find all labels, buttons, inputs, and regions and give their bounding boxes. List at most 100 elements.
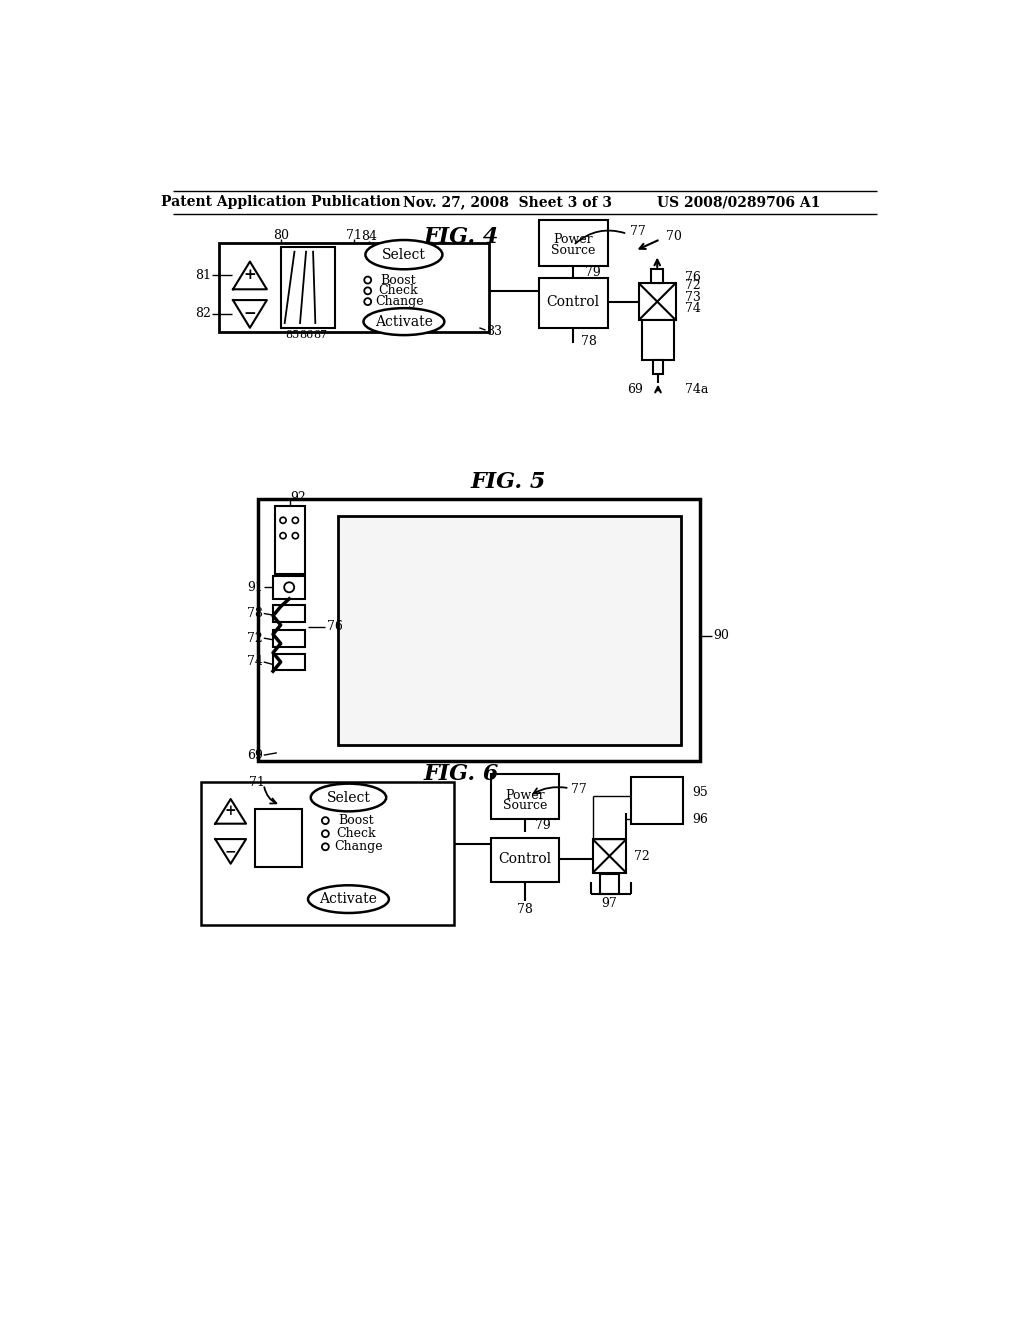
Text: 77: 77	[630, 224, 645, 238]
Text: 84: 84	[361, 231, 377, 243]
Text: FIG. 4: FIG. 4	[424, 226, 500, 248]
Bar	[652, 360, 664, 374]
Text: 70: 70	[666, 231, 682, 243]
Bar	[339, 516, 681, 744]
Text: Boost: Boost	[381, 273, 417, 286]
Bar	[490, 838, 559, 882]
Text: 92: 92	[290, 491, 306, 504]
Text: 83: 83	[486, 325, 503, 338]
Text: 77: 77	[571, 783, 587, 796]
Text: Source: Source	[551, 244, 596, 257]
Ellipse shape	[364, 308, 444, 335]
Ellipse shape	[322, 830, 329, 837]
Text: 95: 95	[692, 785, 709, 799]
Text: 74: 74	[685, 302, 700, 315]
Text: Change: Change	[376, 296, 424, 308]
Ellipse shape	[285, 582, 294, 593]
Polygon shape	[233, 261, 267, 289]
Text: 86: 86	[299, 330, 313, 341]
Text: 74: 74	[247, 656, 263, 668]
Ellipse shape	[322, 817, 329, 824]
Text: 80: 80	[272, 228, 289, 242]
Text: +: +	[244, 268, 256, 282]
Polygon shape	[215, 840, 246, 863]
Bar	[255, 809, 301, 867]
Text: Patent Application Publication: Patent Application Publication	[161, 195, 400, 210]
Text: Select: Select	[382, 248, 426, 261]
Text: 87: 87	[313, 330, 327, 341]
Text: 74a: 74a	[685, 383, 709, 396]
Text: 96: 96	[692, 813, 709, 825]
Text: 72: 72	[634, 850, 650, 862]
Text: Control: Control	[499, 853, 551, 866]
Text: Check: Check	[336, 828, 376, 841]
Bar	[273, 653, 305, 671]
Text: 73: 73	[685, 290, 700, 304]
Text: Change: Change	[334, 841, 383, 853]
Text: 78: 78	[517, 903, 532, 916]
Text: 71: 71	[346, 228, 361, 242]
Text: FIG. 5: FIG. 5	[470, 471, 546, 492]
Bar	[490, 775, 559, 818]
Ellipse shape	[310, 784, 386, 812]
Text: 69: 69	[247, 748, 263, 762]
Polygon shape	[233, 300, 267, 327]
Text: +: +	[225, 804, 237, 818]
Text: 82: 82	[196, 308, 211, 321]
Text: Source: Source	[503, 800, 547, 813]
Text: Control: Control	[547, 296, 600, 309]
Text: 90: 90	[714, 630, 729, 643]
Bar	[539, 277, 608, 327]
Text: 97: 97	[602, 898, 617, 911]
Ellipse shape	[365, 298, 371, 305]
Bar	[273, 576, 305, 599]
Bar	[600, 874, 618, 894]
Text: 79: 79	[535, 820, 550, 833]
Ellipse shape	[280, 532, 286, 539]
Ellipse shape	[280, 517, 286, 524]
Ellipse shape	[308, 886, 389, 913]
Text: 78: 78	[247, 607, 263, 620]
Text: Check: Check	[379, 284, 419, 297]
Bar	[651, 269, 664, 284]
Text: 76: 76	[685, 271, 700, 284]
Bar	[273, 605, 305, 622]
Text: 71: 71	[250, 776, 265, 788]
Bar	[281, 247, 335, 327]
Text: 81: 81	[196, 269, 211, 282]
Text: Power: Power	[554, 232, 593, 246]
Text: 78: 78	[581, 335, 597, 348]
Ellipse shape	[292, 517, 298, 524]
Ellipse shape	[365, 288, 371, 294]
Bar	[639, 284, 676, 321]
Text: 69: 69	[627, 383, 643, 396]
Text: Activate: Activate	[319, 892, 378, 906]
Bar	[593, 840, 627, 873]
Bar	[539, 220, 608, 267]
Bar	[258, 499, 700, 760]
Ellipse shape	[365, 277, 371, 284]
Text: Select: Select	[327, 791, 371, 804]
Text: Boost: Boost	[338, 814, 374, 828]
Text: 79: 79	[585, 265, 600, 279]
Text: 76: 76	[327, 620, 343, 634]
Text: US 2008/0289706 A1: US 2008/0289706 A1	[657, 195, 820, 210]
Text: 85: 85	[285, 330, 299, 341]
Text: 72: 72	[247, 631, 263, 644]
Ellipse shape	[322, 843, 329, 850]
Ellipse shape	[366, 240, 442, 269]
Text: FIG. 6: FIG. 6	[424, 763, 500, 785]
Ellipse shape	[292, 532, 298, 539]
Text: 72: 72	[685, 279, 700, 292]
Polygon shape	[215, 799, 246, 824]
Bar	[631, 776, 683, 825]
Text: 91: 91	[247, 581, 263, 594]
Text: −: −	[244, 308, 256, 321]
Bar	[219, 243, 488, 331]
Text: Activate: Activate	[375, 314, 433, 329]
Bar	[642, 321, 674, 360]
Text: −: −	[225, 845, 237, 858]
Text: Power: Power	[505, 788, 545, 801]
Bar	[202, 781, 454, 924]
Text: Nov. 27, 2008  Sheet 3 of 3: Nov. 27, 2008 Sheet 3 of 3	[403, 195, 612, 210]
